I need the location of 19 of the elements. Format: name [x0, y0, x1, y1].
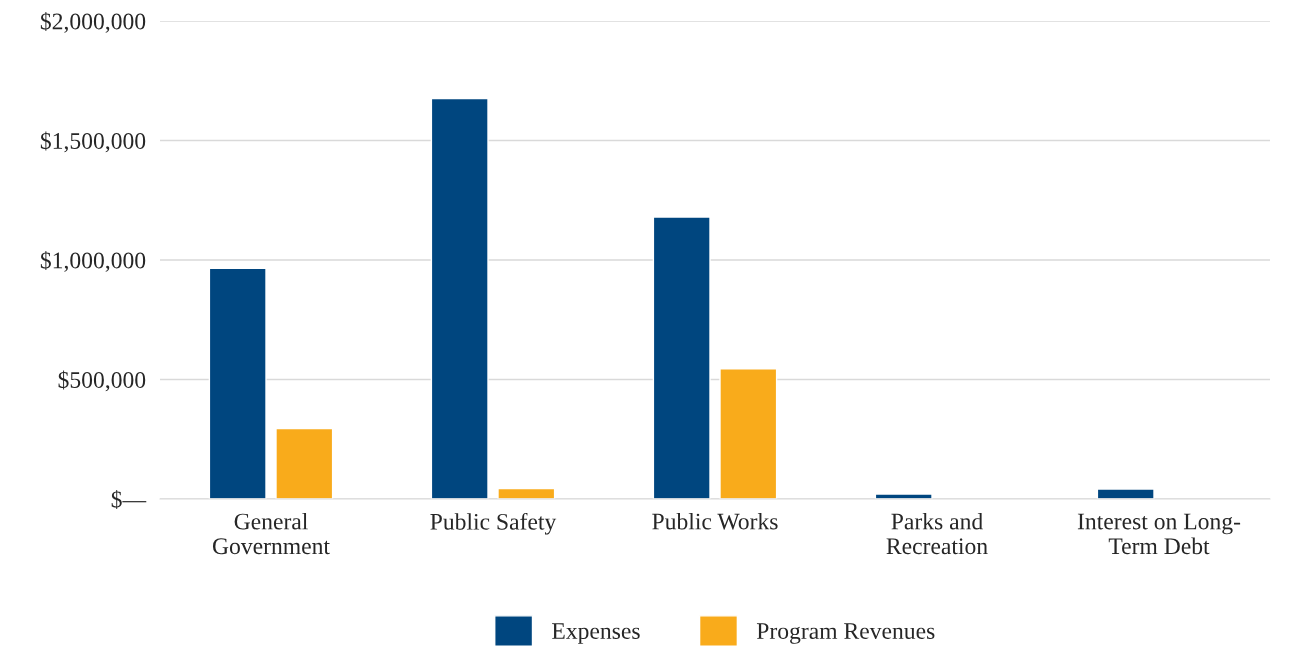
x-tick-label: Interest on Long- Term Debt — [1077, 513, 1241, 555]
y-tick-label: $500,000 — [58, 370, 146, 392]
bar — [652, 216, 711, 499]
x-tick-label: General Government — [212, 512, 330, 555]
x-tick-label: Public Safety — [430, 512, 557, 535]
bar — [719, 368, 778, 499]
bar — [1096, 488, 1155, 499]
legend-label: Program Revenues — [756, 623, 935, 644]
y-tick-label: $— — [111, 490, 147, 509]
y-tick-label: $1,000,000 — [40, 251, 146, 272]
legend-label: Expenses — [552, 623, 640, 644]
y-tick-label: $2,000,000 — [40, 12, 146, 33]
bar — [497, 487, 556, 499]
x-tick-label: Public Works — [652, 512, 778, 530]
x-tick-label: Parks and Recreation — [886, 512, 988, 555]
bar — [208, 267, 267, 499]
bar — [430, 97, 489, 499]
bar — [275, 427, 334, 499]
y-tick-label: $1,500,000 — [40, 131, 146, 153]
